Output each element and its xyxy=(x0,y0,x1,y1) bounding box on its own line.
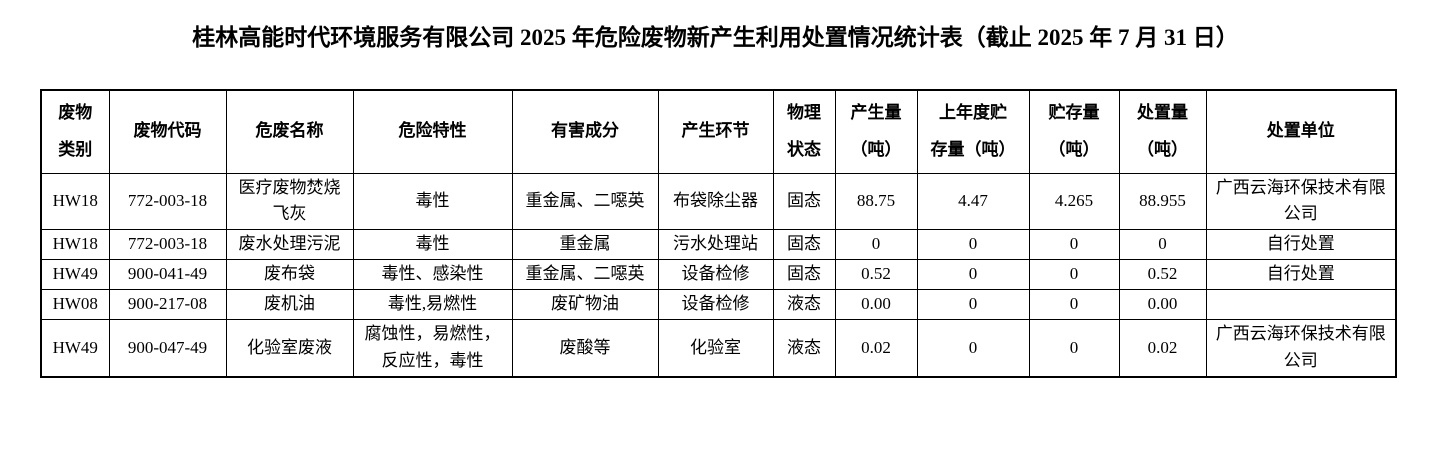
col-header-hazard-characteristics: 危险特性 xyxy=(352,89,513,174)
cell-generated-amount: 0.00 xyxy=(834,288,918,320)
cell-harmful-components: 废酸等 xyxy=(511,318,659,378)
col-header-waste-name: 危废名称 xyxy=(225,89,354,174)
cell-waste-code: 772-003-18 xyxy=(108,228,227,260)
cell-generated-amount: 88.75 xyxy=(834,172,918,230)
cell-storage-amount: 0 xyxy=(1028,288,1120,320)
cell-waste-category: HW18 xyxy=(40,172,110,230)
cell-disposed-amount: 0.52 xyxy=(1118,258,1207,290)
col-header-physical-state: 物理 状态 xyxy=(772,89,836,174)
cell-physical-state: 液态 xyxy=(772,318,836,378)
hazardous-waste-stats-table: 废物 类别 废物代码 危废名称 危险特性 有害成分 产生环节 物理 状态 产生量… xyxy=(40,89,1397,378)
table-header-row: 废物 类别 废物代码 危废名称 危险特性 有害成分 产生环节 物理 状态 产生量… xyxy=(40,89,1397,174)
cell-waste-name: 医疗废物焚烧飞灰 xyxy=(225,172,354,230)
cell-disposed-amount: 88.955 xyxy=(1118,172,1207,230)
col-header-generated-amount: 产生量 （吨） xyxy=(834,89,918,174)
cell-disposed-amount: 0.00 xyxy=(1118,288,1207,320)
cell-generated-amount: 0.02 xyxy=(834,318,918,378)
cell-hazard-characteristics: 毒性、感染性 xyxy=(352,258,513,290)
cell-storage-amount: 4.265 xyxy=(1028,172,1120,230)
table-row: HW49 900-047-49 化验室废液 腐蚀性，易燃性，反应性，毒性 废酸等… xyxy=(40,318,1397,378)
cell-harmful-components: 重金属 xyxy=(511,228,659,260)
cell-storage-amount: 0 xyxy=(1028,258,1120,290)
cell-waste-name: 废布袋 xyxy=(225,258,354,290)
cell-physical-state: 固态 xyxy=(772,258,836,290)
cell-waste-name: 废机油 xyxy=(225,288,354,320)
cell-physical-state: 固态 xyxy=(772,172,836,230)
page-title: 桂林高能时代环境服务有限公司 2025 年危险废物新产生利用处置情况统计表（截止… xyxy=(192,25,1239,50)
col-header-waste-code: 废物代码 xyxy=(108,89,227,174)
cell-waste-code: 900-047-49 xyxy=(108,318,227,378)
cell-prev-year-storage: 0 xyxy=(916,318,1030,378)
cell-waste-category: HW18 xyxy=(40,228,110,260)
table-row: HW49 900-041-49 废布袋 毒性、感染性 重金属、二噁英 设备检修 … xyxy=(40,258,1397,290)
cell-generation-stage: 污水处理站 xyxy=(657,228,774,260)
cell-disposed-amount: 0.02 xyxy=(1118,318,1207,378)
col-header-generation-stage: 产生环节 xyxy=(657,89,774,174)
cell-prev-year-storage: 4.47 xyxy=(916,172,1030,230)
cell-disposal-unit: 自行处置 xyxy=(1205,258,1397,290)
cell-generation-stage: 设备检修 xyxy=(657,258,774,290)
col-header-waste-category: 废物 类别 xyxy=(40,89,110,174)
cell-waste-name: 化验室废液 xyxy=(225,318,354,378)
col-header-prev-year-storage: 上年度贮 存量（吨） xyxy=(916,89,1030,174)
col-header-storage-amount: 贮存量 （吨） xyxy=(1028,89,1120,174)
cell-waste-code: 900-217-08 xyxy=(108,288,227,320)
cell-waste-category: HW08 xyxy=(40,288,110,320)
cell-storage-amount: 0 xyxy=(1028,318,1120,378)
cell-prev-year-storage: 0 xyxy=(916,228,1030,260)
cell-disposed-amount: 0 xyxy=(1118,228,1207,260)
cell-waste-category: HW49 xyxy=(40,258,110,290)
cell-prev-year-storage: 0 xyxy=(916,288,1030,320)
cell-hazard-characteristics: 毒性 xyxy=(352,172,513,230)
cell-generated-amount: 0 xyxy=(834,228,918,260)
cell-harmful-components: 废矿物油 xyxy=(511,288,659,320)
cell-generation-stage: 化验室 xyxy=(657,318,774,378)
cell-physical-state: 液态 xyxy=(772,288,836,320)
cell-generation-stage: 布袋除尘器 xyxy=(657,172,774,230)
cell-disposal-unit xyxy=(1205,288,1397,320)
cell-waste-category: HW49 xyxy=(40,318,110,378)
cell-hazard-characteristics: 腐蚀性，易燃性，反应性，毒性 xyxy=(352,318,513,378)
cell-generation-stage: 设备检修 xyxy=(657,288,774,320)
col-header-disposal-unit: 处置单位 xyxy=(1205,89,1397,174)
cell-disposal-unit: 广西云海环保技术有限公司 xyxy=(1205,318,1397,378)
cell-disposal-unit: 广西云海环保技术有限公司 xyxy=(1205,172,1397,230)
cell-hazard-characteristics: 毒性,易燃性 xyxy=(352,288,513,320)
table-row: HW08 900-217-08 废机油 毒性,易燃性 废矿物油 设备检修 液态 … xyxy=(40,288,1397,320)
cell-harmful-components: 重金属、二噁英 xyxy=(511,258,659,290)
cell-harmful-components: 重金属、二噁英 xyxy=(511,172,659,230)
cell-physical-state: 固态 xyxy=(772,228,836,260)
cell-disposal-unit: 自行处置 xyxy=(1205,228,1397,260)
cell-waste-code: 772-003-18 xyxy=(108,172,227,230)
cell-generated-amount: 0.52 xyxy=(834,258,918,290)
col-header-disposed-amount: 处置量 （吨） xyxy=(1118,89,1207,174)
cell-storage-amount: 0 xyxy=(1028,228,1120,260)
table-row: HW18 772-003-18 废水处理污泥 毒性 重金属 污水处理站 固态 0… xyxy=(40,228,1397,260)
cell-prev-year-storage: 0 xyxy=(916,258,1030,290)
table-row: HW18 772-003-18 医疗废物焚烧飞灰 毒性 重金属、二噁英 布袋除尘… xyxy=(40,172,1397,230)
col-header-harmful-components: 有害成分 xyxy=(511,89,659,174)
cell-waste-code: 900-041-49 xyxy=(108,258,227,290)
cell-hazard-characteristics: 毒性 xyxy=(352,228,513,260)
cell-waste-name: 废水处理污泥 xyxy=(225,228,354,260)
